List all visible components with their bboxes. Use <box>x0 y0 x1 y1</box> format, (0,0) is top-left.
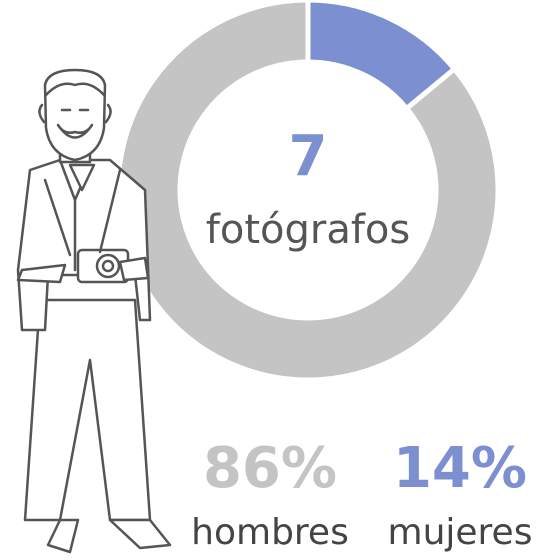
category-label: mujeres <box>388 512 533 553</box>
donut-segment <box>305 0 458 112</box>
value-label: 14% <box>393 436 527 501</box>
center-label: fotógrafos <box>206 207 410 253</box>
photographer-illustration <box>16 68 172 554</box>
category-label: hombres <box>191 512 349 553</box>
center-value: 7 <box>289 124 328 189</box>
value-label: 86% <box>203 436 337 501</box>
donut <box>115 0 501 383</box>
